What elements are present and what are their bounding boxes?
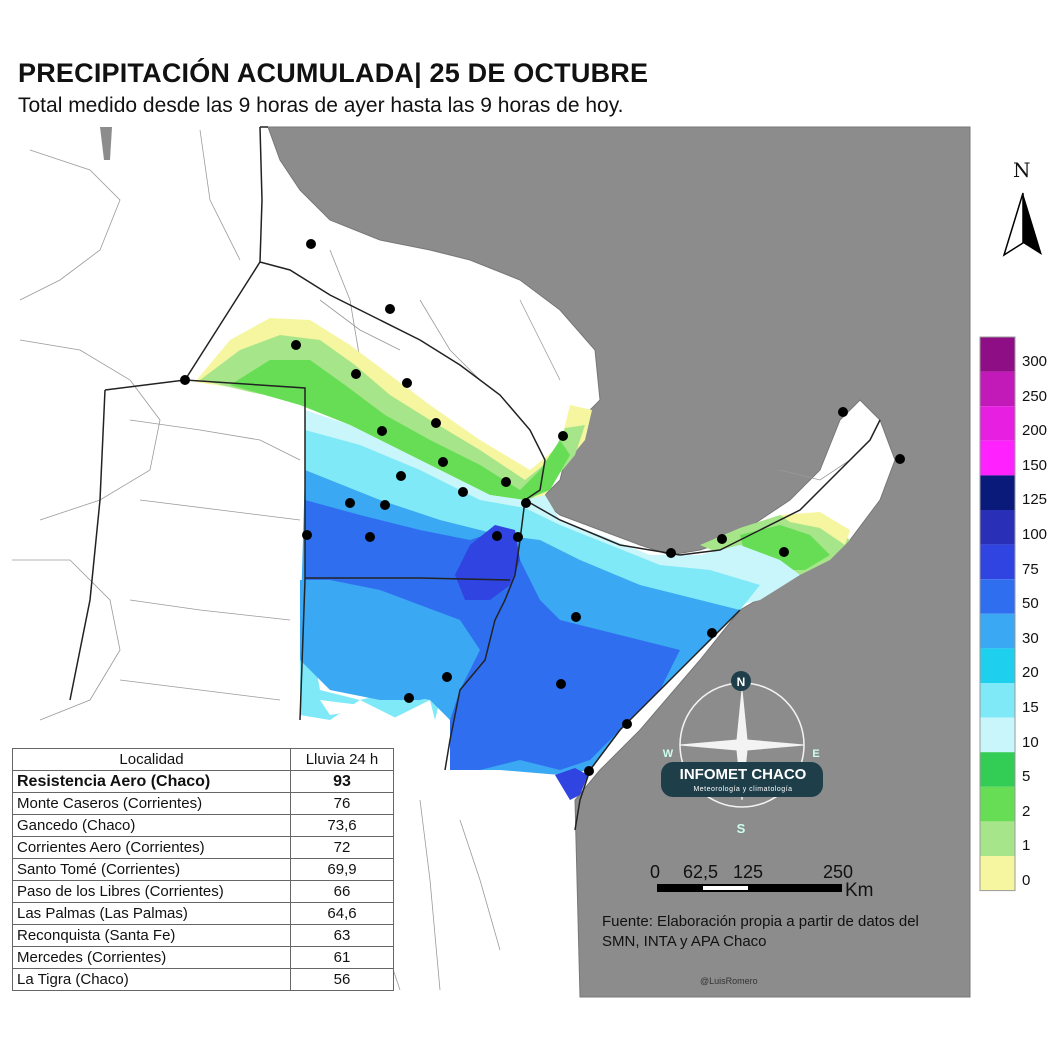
colorbar-segment bbox=[980, 544, 1015, 580]
table-row: Gancedo (Chaco) 73,6 bbox=[12, 814, 394, 837]
colorbar-label: 300 bbox=[1022, 353, 1048, 370]
zone-100-125mm bbox=[455, 525, 520, 600]
colorbar-label: 30 bbox=[1022, 629, 1039, 647]
zone-75-100mm bbox=[305, 500, 680, 770]
colorbar-segment bbox=[980, 821, 1015, 856]
scale-label-0: 0 bbox=[650, 862, 661, 882]
province-borders bbox=[69, 126, 881, 831]
logo-compass-e: E bbox=[812, 748, 819, 760]
locality-name: Las Palmas (Las Palmas) bbox=[12, 902, 291, 925]
colorbar-label: 20 bbox=[1022, 664, 1039, 682]
colorbar-label: 50 bbox=[1022, 595, 1039, 613]
colorbar-label: 150 bbox=[1022, 456, 1048, 474]
scale-label-62: 62,5 bbox=[683, 862, 719, 882]
zone-east-green-yellow bbox=[780, 512, 850, 545]
table-header-locality: Localidad bbox=[12, 748, 291, 771]
rain-value: 64,6 bbox=[290, 902, 394, 925]
rain-value: 61 bbox=[290, 946, 394, 969]
table-header-rain: Lluvia 24 h bbox=[290, 748, 394, 771]
zone-5-10mm bbox=[230, 360, 570, 500]
colorbar-segment bbox=[980, 717, 1015, 753]
locality-name: Corrientes Aero (Corrientes) bbox=[12, 836, 291, 859]
north-arrow-label: N bbox=[1013, 158, 1031, 182]
colorbar-label: 0 bbox=[1022, 872, 1031, 889]
scale-label-125: 125 bbox=[733, 862, 764, 882]
north-arrow-icon bbox=[1002, 192, 1042, 257]
rain-value: 63 bbox=[290, 924, 394, 947]
locality-name: La Tigra (Chaco) bbox=[12, 968, 291, 991]
colorbar-segment bbox=[980, 579, 1015, 614]
logo-compass-n: N bbox=[737, 675, 746, 689]
colorbar-segment bbox=[980, 371, 1015, 407]
colorbar-label: 5 bbox=[1022, 768, 1031, 786]
zone-no-rain-south bbox=[320, 700, 440, 745]
scale-unit: Km bbox=[845, 880, 874, 901]
rain-value: 72 bbox=[290, 836, 394, 859]
table-row: Mercedes (Corrientes) 61 bbox=[12, 946, 394, 969]
colorbar-label: 2 bbox=[1022, 802, 1031, 820]
logo-north-badge bbox=[731, 671, 751, 691]
table-row: Las Palmas (Las Palmas) 64,6 bbox=[12, 902, 394, 925]
page-title: PRECIPITACIÓN ACUMULADA| 25 DE OCTUBRE bbox=[18, 58, 649, 88]
locality-name: Monte Caseros (Corrientes) bbox=[12, 792, 291, 815]
table-row: Resistencia Aero (Chaco) 93 bbox=[12, 770, 394, 793]
logo-name: INFOMET CHACO bbox=[679, 766, 807, 783]
colorbar-outline bbox=[979, 336, 1016, 892]
scale-label-250: 250 bbox=[823, 862, 854, 882]
locality-name: Santo Tomé (Corrientes) bbox=[12, 858, 291, 881]
rain-value: 69,9 bbox=[290, 858, 394, 881]
source-note: Fuente: Elaboración propia a partir de d… bbox=[602, 913, 919, 950]
colorbar-label: 10 bbox=[1022, 733, 1039, 751]
colorbar-label: 125 bbox=[1022, 491, 1048, 509]
colorbar-segment bbox=[980, 856, 1015, 891]
rainfall-table: Localidad Lluvia 24 h Resistencia Aero (… bbox=[12, 748, 394, 991]
colorbar-label: 1 bbox=[1022, 837, 1031, 855]
colorbar-label: 200 bbox=[1022, 422, 1048, 440]
rain-value: 73,6 bbox=[290, 814, 394, 837]
colorbar-label: 250 bbox=[1022, 387, 1048, 405]
colorbar-segment bbox=[980, 510, 1015, 545]
colorbar-segment bbox=[980, 406, 1015, 441]
colorbar-segment bbox=[980, 648, 1015, 683]
colorbar-label: 15 bbox=[1022, 699, 1039, 716]
colorbar-segment bbox=[980, 752, 1015, 787]
scale-bar bbox=[657, 884, 842, 892]
colorbar-segment bbox=[980, 613, 1015, 649]
colorbar-segment bbox=[980, 475, 1015, 510]
rain-value: 66 bbox=[290, 880, 394, 903]
colorbar-segment bbox=[980, 786, 1015, 822]
rain-value: 56 bbox=[290, 968, 394, 991]
locality-name: Reconquista (Santa Fe) bbox=[12, 924, 291, 947]
table-row: Reconquista (Santa Fe) 63 bbox=[12, 924, 394, 947]
precipitation-colorbar bbox=[979, 336, 1016, 892]
rain-value: 76 bbox=[290, 792, 394, 815]
zone-10-20mm bbox=[305, 410, 800, 610]
table-row: Paso de los Libres (Corrientes) 66 bbox=[12, 880, 394, 903]
zone-20-30mm bbox=[305, 430, 760, 630]
neighbor-notch bbox=[100, 127, 112, 160]
table-row: Corrientes Aero (Corrientes) 72 bbox=[12, 836, 394, 859]
logo-badge bbox=[661, 762, 823, 797]
locality-name: Gancedo (Chaco) bbox=[12, 814, 291, 837]
locality-name: Mercedes (Corrientes) bbox=[12, 946, 291, 969]
logo-compass-s: S bbox=[737, 821, 746, 836]
logo-compass-w: W bbox=[663, 748, 674, 760]
locality-name: Paso de los Libres (Corrientes) bbox=[12, 880, 291, 903]
logo-tagline: Meteorología y climatología bbox=[693, 786, 793, 793]
rain-value: 93 bbox=[290, 770, 394, 793]
table-row: Monte Caseros (Corrientes) 76 bbox=[12, 792, 394, 815]
zone-100-125mm-south bbox=[555, 768, 588, 800]
colorbar-segment bbox=[980, 440, 1015, 476]
colorbar-segment bbox=[980, 337, 1015, 372]
locality-name: Resistencia Aero (Chaco) bbox=[12, 770, 291, 793]
colorbar-label: 100 bbox=[1022, 526, 1048, 543]
precipitation-zones bbox=[195, 318, 850, 800]
colorbar-label: 75 bbox=[1022, 560, 1039, 578]
colorbar-segment bbox=[980, 683, 1015, 718]
page-subtitle: Total medido desde las 9 horas de ayer h… bbox=[18, 94, 624, 117]
author-credit: @LuisRomero bbox=[700, 976, 758, 986]
table-row: La Tigra (Chaco) 56 bbox=[12, 968, 394, 991]
table-row: Santo Tomé (Corrientes) 69,9 bbox=[12, 858, 394, 881]
station-markers bbox=[180, 239, 905, 776]
